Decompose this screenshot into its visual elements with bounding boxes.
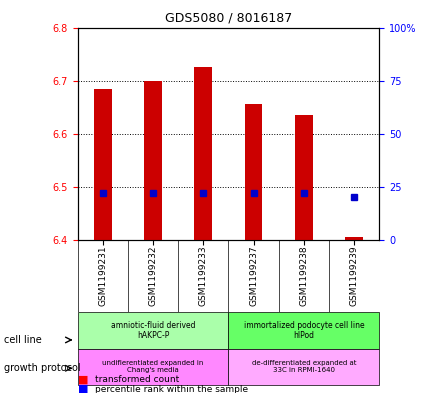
Bar bbox=[194, 67, 212, 240]
Text: cell line: cell line bbox=[4, 335, 42, 345]
Text: undiflerentiated expanded in
Chang's media: undiflerentiated expanded in Chang's med… bbox=[102, 360, 203, 373]
Text: de-differentiated expanded at
33C in RPMI-1640: de-differentiated expanded at 33C in RPM… bbox=[251, 360, 355, 373]
Text: percentile rank within the sample: percentile rank within the sample bbox=[95, 385, 247, 393]
Bar bbox=[244, 105, 262, 240]
Text: transformed count: transformed count bbox=[95, 375, 178, 384]
Title: GDS5080 / 8016187: GDS5080 / 8016187 bbox=[164, 12, 292, 25]
Text: GSM1199233: GSM1199233 bbox=[198, 246, 207, 307]
Text: GSM1199232: GSM1199232 bbox=[148, 246, 157, 306]
Bar bbox=[344, 237, 362, 240]
Text: ■: ■ bbox=[77, 374, 88, 384]
Text: GSM1199238: GSM1199238 bbox=[299, 246, 307, 307]
Bar bbox=[144, 81, 161, 240]
Text: amniotic-fluid derived
hAKPC-P: amniotic-fluid derived hAKPC-P bbox=[111, 321, 195, 340]
FancyBboxPatch shape bbox=[228, 312, 378, 349]
Text: immortalized podocyte cell line
hIPod: immortalized podocyte cell line hIPod bbox=[243, 321, 363, 340]
Text: GSM1199237: GSM1199237 bbox=[249, 246, 258, 307]
FancyBboxPatch shape bbox=[77, 312, 228, 349]
Bar bbox=[94, 88, 111, 240]
Bar bbox=[295, 115, 312, 240]
Text: GSM1199239: GSM1199239 bbox=[349, 246, 358, 307]
FancyBboxPatch shape bbox=[228, 349, 378, 385]
Text: GSM1199231: GSM1199231 bbox=[98, 246, 107, 307]
FancyBboxPatch shape bbox=[77, 349, 228, 385]
Text: growth protocol: growth protocol bbox=[4, 363, 81, 373]
Text: ■: ■ bbox=[77, 384, 88, 393]
